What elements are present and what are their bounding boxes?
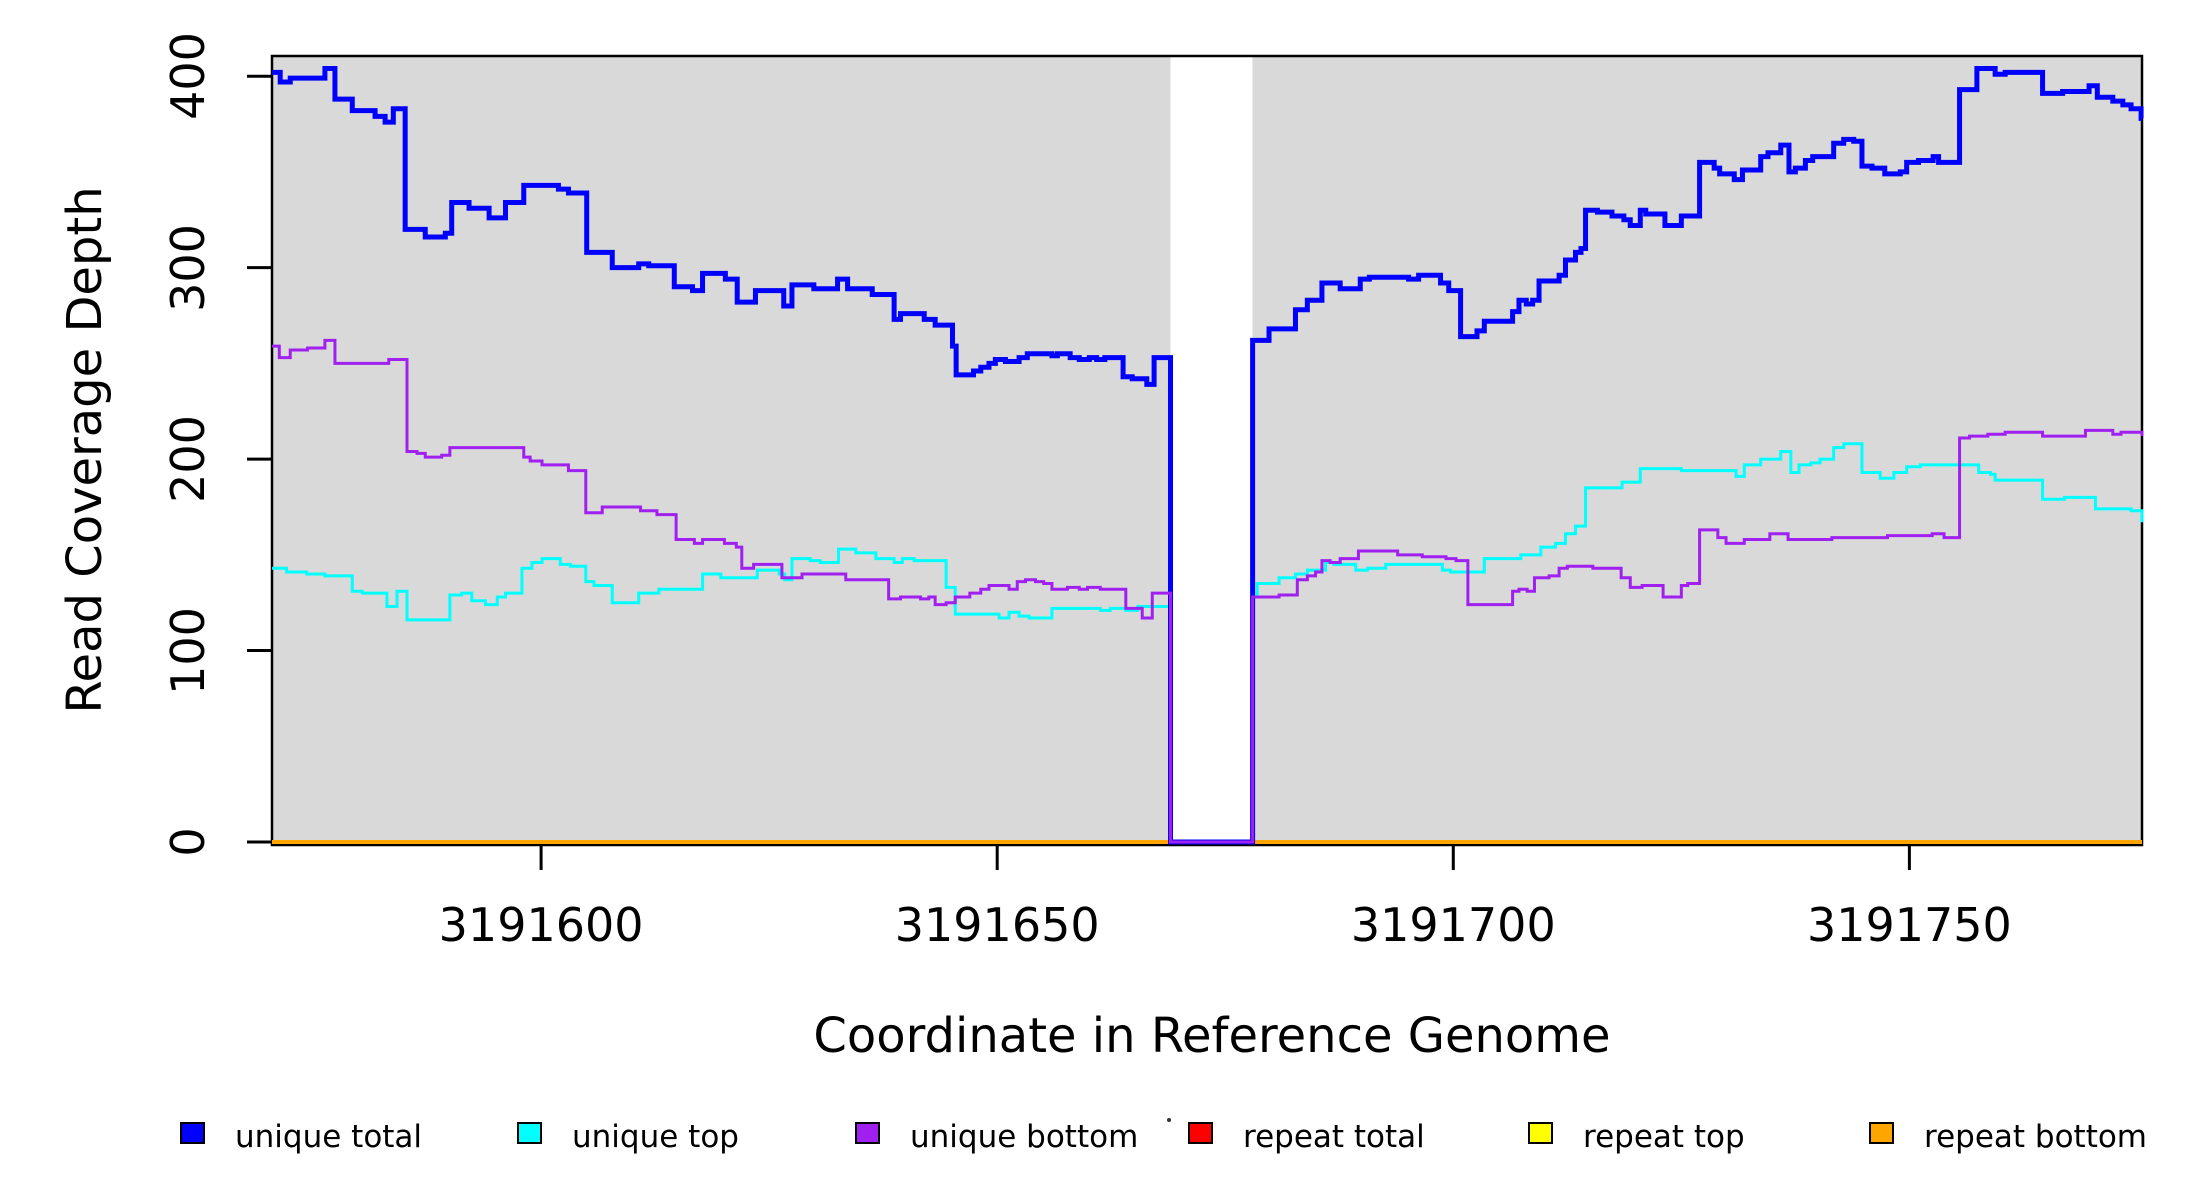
legend-swatch-repeat-total: [1188, 1122, 1213, 1144]
legend-label: unique top: [572, 1119, 739, 1155]
legend-label: unique total: [235, 1119, 423, 1155]
stray-dot-artifact: [1167, 1118, 1171, 1122]
legend-label: repeat total: [1243, 1119, 1425, 1155]
x-tick-label: 3191700: [1350, 898, 1556, 952]
x-tick-label: 3191750: [1806, 898, 2012, 952]
legend-swatch-unique-total: [180, 1122, 205, 1144]
plot-bg-left: [272, 56, 1171, 845]
y-tick-label: 0: [161, 827, 215, 857]
y-tick-label: 100: [161, 606, 215, 695]
legend-swatch-unique-top: [517, 1122, 542, 1144]
legend-swatch-repeat-bottom: [1869, 1122, 1894, 1144]
series-line-unique-total: [272, 66, 2144, 845]
x-tick-label: 3191600: [438, 898, 644, 952]
x-tick-label: 3191650: [894, 898, 1100, 952]
y-tick-label: 300: [161, 223, 215, 312]
legend-label: unique bottom: [910, 1119, 1139, 1155]
legend-swatch-repeat-top: [1528, 1122, 1553, 1144]
y-axis-title: Read Coverage Depth: [57, 186, 113, 714]
legend-label: repeat top: [1583, 1119, 1745, 1155]
plot-border: [270, 54, 2144, 847]
legend-swatch-unique-bottom: [855, 1122, 880, 1144]
y-tick-label: 400: [161, 32, 215, 121]
legend-label: repeat bottom: [1924, 1119, 2148, 1155]
y-tick-label: 200: [161, 415, 215, 503]
x-axis-title: Coordinate in Reference Genome: [813, 1008, 1611, 1064]
series-line-unique-bottom: [272, 338, 2144, 844]
